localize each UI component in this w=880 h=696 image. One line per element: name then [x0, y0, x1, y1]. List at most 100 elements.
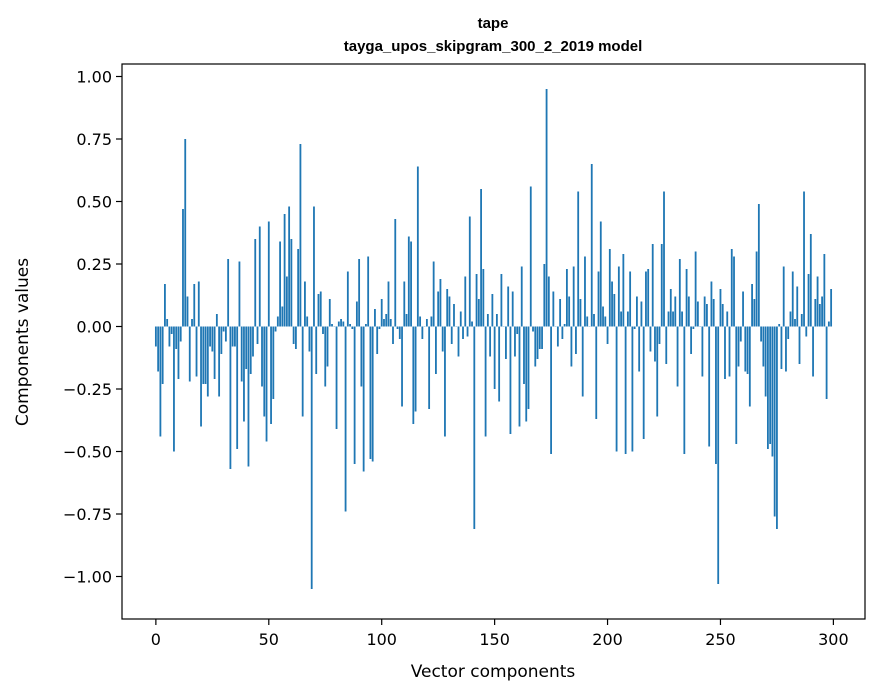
bar	[520, 266, 523, 327]
bar	[638, 326, 641, 372]
bar	[654, 326, 656, 362]
bar	[175, 326, 178, 349]
bar	[322, 326, 324, 334]
bar	[683, 326, 686, 454]
bar	[168, 326, 171, 347]
bar	[441, 326, 444, 352]
bar	[459, 311, 462, 327]
bar	[202, 326, 205, 384]
bar	[656, 326, 659, 417]
bar	[807, 274, 810, 327]
bar	[773, 326, 776, 517]
bar	[812, 326, 814, 377]
bar	[227, 259, 230, 327]
bar	[220, 326, 223, 354]
bar	[617, 266, 620, 327]
bar	[304, 281, 306, 327]
bar	[735, 326, 738, 444]
x-tick-label: 100	[366, 630, 397, 649]
bar	[755, 251, 758, 327]
bar	[681, 311, 683, 327]
bar	[572, 266, 575, 327]
bar	[270, 326, 272, 424]
bar	[301, 326, 304, 417]
bar	[552, 291, 555, 327]
bar	[730, 249, 733, 327]
bar	[292, 326, 295, 344]
bar	[164, 284, 166, 327]
bar	[748, 326, 751, 407]
bar	[324, 326, 327, 387]
bar	[798, 326, 801, 364]
bar	[669, 289, 672, 327]
bar	[525, 326, 528, 422]
bar	[444, 326, 446, 437]
bar	[193, 284, 196, 327]
bar	[687, 296, 690, 327]
bar	[532, 326, 534, 332]
bar	[692, 326, 695, 329]
bar	[317, 294, 320, 327]
bar	[414, 326, 417, 412]
y-tick-label: −0.75	[63, 505, 112, 524]
bar	[344, 326, 347, 512]
x-tick-label: 50	[259, 630, 279, 649]
bar	[245, 326, 248, 369]
bar	[757, 204, 760, 327]
bar	[523, 326, 525, 384]
bar	[491, 294, 494, 327]
bar	[760, 326, 763, 342]
bar	[337, 321, 340, 327]
bar	[484, 326, 487, 437]
bar	[437, 291, 440, 327]
bar	[708, 326, 711, 447]
bar	[629, 271, 632, 327]
bar	[392, 326, 394, 344]
bar	[285, 276, 288, 327]
bar	[559, 299, 562, 327]
y-tick-label: 0.50	[76, 193, 112, 212]
bar	[331, 324, 333, 327]
bar	[611, 281, 613, 327]
bar	[717, 326, 720, 584]
bar	[419, 316, 422, 327]
bar	[206, 326, 209, 397]
bar	[726, 311, 729, 327]
bar	[545, 89, 548, 327]
y-axis-label: Components values	[13, 258, 33, 426]
bar	[766, 326, 769, 449]
bar	[425, 319, 428, 327]
bar	[211, 326, 214, 352]
x-tick-label: 150	[479, 630, 510, 649]
bar	[590, 164, 593, 327]
y-tick-label: 1.00	[76, 68, 112, 87]
bar	[362, 326, 365, 472]
bar	[636, 296, 638, 327]
bar	[769, 326, 772, 444]
bar	[310, 326, 313, 589]
x-tick-label: 200	[592, 630, 623, 649]
bar	[288, 206, 291, 327]
bar	[389, 319, 392, 327]
bar	[154, 326, 157, 347]
bar	[340, 319, 342, 327]
bar	[565, 269, 568, 327]
bar	[602, 306, 604, 327]
bar	[403, 281, 406, 327]
bar	[825, 326, 828, 399]
bar	[746, 326, 749, 374]
bar	[649, 326, 652, 352]
bar	[599, 221, 602, 327]
bar	[179, 326, 182, 342]
bar	[353, 326, 356, 464]
bar	[579, 299, 582, 327]
bar	[764, 326, 767, 397]
bar	[728, 326, 731, 377]
bar	[538, 326, 541, 349]
bar	[177, 326, 180, 379]
bar	[430, 316, 433, 327]
bar	[796, 286, 799, 327]
bar	[380, 299, 383, 327]
bar	[613, 294, 616, 327]
